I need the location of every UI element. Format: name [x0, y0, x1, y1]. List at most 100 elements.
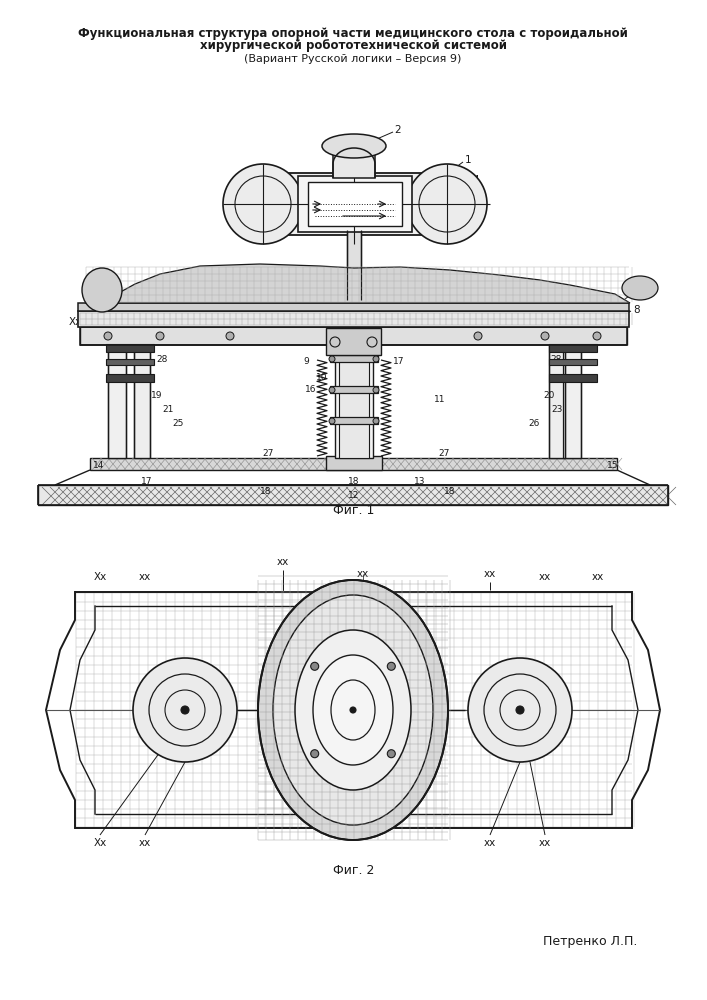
Ellipse shape — [133, 658, 237, 762]
Ellipse shape — [322, 134, 386, 158]
Text: Хх: Хх — [93, 572, 107, 582]
Text: 25: 25 — [173, 418, 184, 428]
Text: хх: хх — [539, 838, 551, 848]
Text: 8: 8 — [633, 305, 641, 315]
Bar — [549, 344, 597, 352]
Text: 2: 2 — [395, 125, 402, 135]
Ellipse shape — [310, 750, 319, 758]
Text: 5: 5 — [359, 336, 365, 344]
Text: хх: хх — [484, 569, 496, 579]
Text: хх: хх — [139, 838, 151, 848]
Ellipse shape — [223, 164, 303, 244]
Text: 17: 17 — [141, 478, 153, 487]
Ellipse shape — [104, 332, 112, 340]
Bar — [326, 456, 382, 470]
Ellipse shape — [82, 268, 122, 312]
Ellipse shape — [329, 418, 335, 424]
Ellipse shape — [310, 662, 319, 670]
Text: 28: 28 — [156, 356, 168, 364]
Ellipse shape — [350, 332, 358, 340]
Ellipse shape — [516, 706, 524, 714]
Bar — [90, 458, 617, 470]
Text: 19: 19 — [151, 390, 163, 399]
Text: 27: 27 — [438, 450, 450, 458]
Bar — [108, 328, 126, 458]
Text: 1: 1 — [464, 155, 472, 165]
Bar — [38, 485, 668, 505]
Bar — [298, 176, 412, 232]
Text: 9: 9 — [303, 358, 309, 366]
Ellipse shape — [329, 356, 335, 362]
Text: Функциональная структура опорной части медицинского стола с тороидальной: Функциональная структура опорной части м… — [78, 27, 628, 40]
Text: 7: 7 — [631, 289, 638, 299]
Text: 15: 15 — [607, 460, 619, 470]
Bar — [106, 359, 154, 365]
Text: 21: 21 — [163, 406, 174, 414]
Ellipse shape — [407, 164, 487, 244]
Text: хх: хх — [592, 572, 604, 582]
Ellipse shape — [373, 387, 379, 393]
Ellipse shape — [329, 387, 335, 393]
Text: хх: хх — [139, 572, 151, 582]
Ellipse shape — [373, 418, 379, 424]
Text: 16: 16 — [305, 385, 317, 394]
Text: 18: 18 — [349, 477, 360, 486]
Ellipse shape — [181, 706, 189, 714]
Text: (Вариант Русской логики – Версия 9): (Вариант Русской логики – Версия 9) — [245, 54, 462, 64]
Ellipse shape — [387, 662, 395, 670]
Ellipse shape — [373, 356, 379, 362]
Text: Хх: Хх — [69, 317, 81, 327]
Text: 24: 24 — [416, 330, 428, 338]
Text: 11: 11 — [434, 395, 445, 404]
Bar — [330, 355, 378, 362]
Text: 22: 22 — [288, 330, 300, 338]
Text: Фиг. 2: Фиг. 2 — [333, 863, 375, 876]
Text: 27: 27 — [262, 450, 274, 458]
Text: 26: 26 — [528, 418, 539, 428]
Bar — [347, 230, 361, 300]
Bar — [330, 417, 378, 424]
Text: 18: 18 — [444, 488, 456, 496]
Bar — [134, 328, 150, 458]
Bar — [106, 374, 154, 382]
Ellipse shape — [622, 276, 658, 300]
Ellipse shape — [387, 750, 395, 758]
Text: 4: 4 — [473, 175, 479, 185]
Ellipse shape — [313, 655, 393, 765]
Bar — [308, 182, 402, 226]
Ellipse shape — [295, 630, 411, 790]
Ellipse shape — [468, 658, 572, 762]
Ellipse shape — [474, 332, 482, 340]
Text: Хх: Хх — [93, 838, 107, 848]
Text: 17: 17 — [393, 358, 404, 366]
Ellipse shape — [541, 332, 549, 340]
Polygon shape — [85, 264, 630, 303]
Ellipse shape — [156, 332, 164, 340]
Text: хх: хх — [357, 569, 369, 579]
Text: хх: хх — [484, 838, 496, 848]
Bar — [258, 173, 450, 235]
Bar — [78, 303, 629, 311]
Text: 14: 14 — [93, 460, 105, 470]
Text: Петренко Л.П.: Петренко Л.П. — [543, 936, 637, 948]
Bar — [78, 311, 629, 327]
Bar — [563, 328, 581, 458]
Text: Фиг. 1: Фиг. 1 — [333, 504, 375, 516]
Text: 6.1: 6.1 — [341, 328, 355, 336]
Bar — [326, 328, 381, 355]
Ellipse shape — [350, 707, 356, 713]
Bar — [549, 374, 597, 382]
Bar — [335, 328, 373, 458]
Text: 28: 28 — [550, 356, 561, 364]
Text: 18: 18 — [260, 487, 271, 495]
Ellipse shape — [273, 595, 433, 825]
Bar — [549, 359, 597, 365]
Text: 3: 3 — [237, 175, 243, 185]
Text: хх: хх — [277, 557, 289, 567]
Bar — [80, 327, 627, 345]
Text: 13: 13 — [414, 477, 426, 486]
Bar — [330, 386, 378, 393]
Ellipse shape — [226, 332, 234, 340]
Bar — [549, 328, 565, 458]
Text: хх: хх — [539, 572, 551, 582]
